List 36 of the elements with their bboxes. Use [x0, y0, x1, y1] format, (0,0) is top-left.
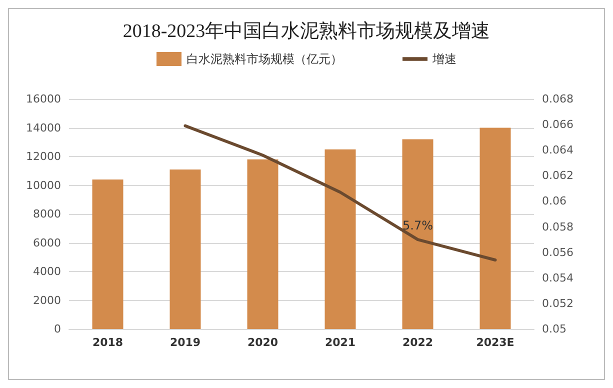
- y-tick-label: 12000: [26, 150, 61, 163]
- y-tick-label: 4000: [33, 265, 61, 278]
- x-tick-label: 2019: [170, 336, 201, 349]
- y2-tick-label: 0.06: [542, 194, 566, 208]
- bar: [480, 128, 511, 329]
- bar: [247, 159, 278, 329]
- bar: [170, 169, 201, 329]
- y-tick-label: 2000: [33, 294, 61, 307]
- x-tick-label: 2020: [247, 336, 278, 349]
- legend-label: 白水泥熟料市场规模（亿元）: [186, 52, 342, 66]
- y-tick-label: 6000: [33, 236, 61, 250]
- y-tick-label: 0: [54, 322, 61, 336]
- legend-label: 增速: [432, 52, 456, 66]
- y-tick-label: 14000: [26, 121, 61, 134]
- y2-tick-label: 0.066: [542, 118, 574, 132]
- x-tick-label: 2023E: [476, 336, 514, 349]
- y2-tick-label: 0.058: [542, 220, 574, 234]
- x-tick-label: 2018: [92, 336, 124, 349]
- y-tick-label: 16000: [26, 92, 61, 106]
- y2-tick-label: 0.068: [542, 92, 574, 106]
- y2-tick-label: 0.054: [542, 271, 574, 284]
- line-series: [184, 124, 497, 262]
- y-tick-label: 10000: [26, 178, 61, 192]
- x-tick-label: 2021: [324, 336, 356, 349]
- y2-tick-label: 0.056: [542, 246, 574, 259]
- bar: [92, 180, 124, 329]
- y2-tick-label: 0.062: [542, 169, 574, 182]
- chart-title: 2018-2023年中国白水泥熟料市场规模及增速: [122, 20, 490, 42]
- y-tick-label: 8000: [33, 208, 61, 220]
- y2-tick-label: 0.052: [542, 296, 574, 310]
- x-tick-label: 2022: [402, 336, 434, 349]
- y2-tick-label: 0.064: [542, 144, 574, 157]
- data-label: 5.7%: [402, 218, 433, 233]
- bar: [402, 139, 434, 329]
- bar: [324, 149, 356, 329]
- y2-tick-label: 0.05: [542, 322, 566, 336]
